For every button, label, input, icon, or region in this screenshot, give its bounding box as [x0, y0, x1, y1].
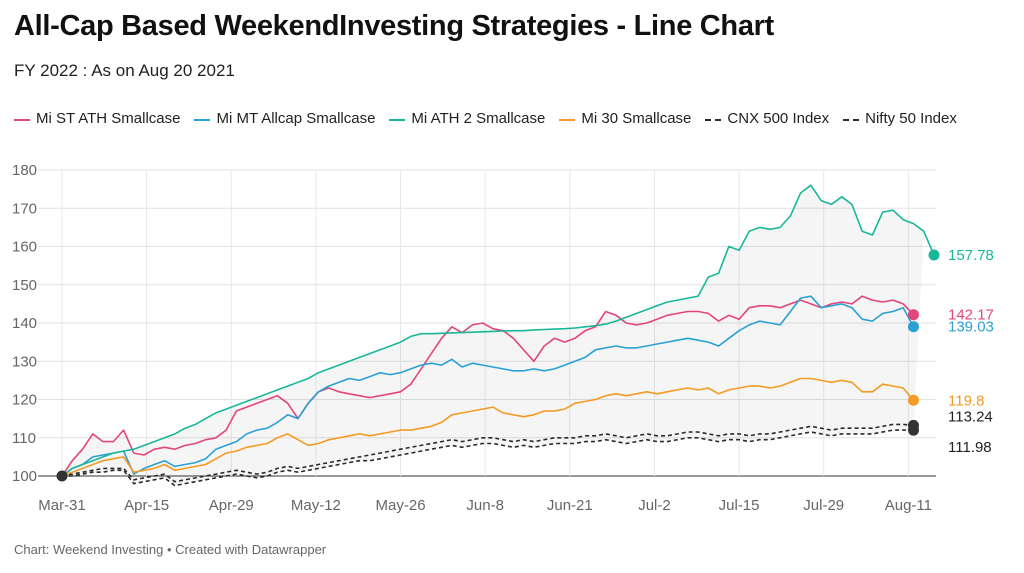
x-tick-label: May-12: [291, 497, 341, 514]
legend-label: CNX 500 Index: [727, 110, 830, 127]
x-tick-label: Aug-11: [885, 497, 932, 514]
series-line: [61, 295, 915, 477]
legend-item: Mi MT Allcap Smallcase: [194, 103, 375, 135]
end-value-label: 113.24: [948, 408, 993, 425]
y-tick-label: 160: [12, 239, 37, 256]
y-tick-label: 120: [12, 392, 37, 409]
legend-swatch: [843, 119, 860, 121]
x-tick-label: Jul-15: [719, 497, 760, 514]
legend-label: Nifty 50 Index: [865, 110, 957, 127]
end-point: [907, 309, 919, 321]
series-line: [62, 429, 914, 487]
legend-item: CNX 500 Index: [705, 103, 829, 135]
start-point: [56, 470, 68, 482]
legend-item: Mi 30 Smallcase: [559, 103, 691, 135]
end-point: [907, 321, 919, 333]
end-point: [928, 249, 940, 261]
x-tick-label: May-26: [376, 497, 426, 514]
y-tick-label: 140: [12, 315, 37, 332]
legend-label: Mi MT Allcap Smallcase: [216, 110, 376, 127]
series-line: [61, 295, 915, 477]
chart-title: All-Cap Based WeekendInvesting Strategie…: [14, 10, 775, 42]
chart-legend: Mi ST ATH Smallcase Mi MT Allcap Smallcas…: [14, 100, 1014, 135]
legend-swatch: [705, 119, 722, 121]
range-shading: [62, 185, 934, 486]
legend-label: Mi ST ATH Smallcase: [36, 110, 181, 127]
y-tick-label: 150: [12, 277, 37, 294]
end-value-label: 142.17: [948, 307, 994, 324]
x-tick-label: Jun-21: [547, 497, 593, 514]
legend-swatch: [559, 119, 576, 121]
x-tick-label: Jun-8: [466, 497, 504, 514]
end-value-label: 111.98: [948, 439, 992, 456]
x-tick-label: Apr-29: [209, 497, 254, 514]
x-tick-label: Jul-29: [803, 497, 844, 514]
chart-subtitle: FY 2022 : As on Aug 20 2021: [14, 61, 235, 80]
legend-swatch: [194, 119, 211, 121]
y-tick-label: 100: [12, 468, 37, 485]
line-chart: 100 110 120 130 140 150 160 170 180 Mar-31 Apr-15 A…: [12, 162, 994, 514]
x-tick-label: Mar-31: [38, 497, 86, 514]
y-tick-label: 180: [12, 162, 37, 179]
chart-credit: Chart: Weekend Investing • Created with …: [14, 542, 327, 557]
end-value-label: 157.78: [948, 247, 994, 264]
x-tick-label: Jul-2: [638, 497, 671, 514]
end-point: [907, 424, 919, 436]
series-line: [61, 184, 935, 477]
end-value-label: 139.03: [948, 319, 994, 336]
legend-item: Mi ATH 2 Smallcase: [389, 103, 545, 135]
legend-label: Mi ATH 2 Smallcase: [411, 110, 546, 127]
end-value-label: 119.8: [948, 392, 984, 409]
end-point: [907, 394, 919, 406]
y-tick-label: 110: [12, 430, 36, 447]
legend-item: Nifty 50 Index: [843, 103, 957, 135]
x-tick-label: Apr-15: [124, 497, 169, 514]
y-tick-label: 130: [12, 353, 37, 370]
series-line: [61, 377, 915, 477]
legend-item: Mi ST ATH Smallcase: [14, 103, 180, 135]
legend-swatch: [14, 119, 30, 121]
legend-label: Mi 30 Smallcase: [581, 110, 692, 127]
legend-swatch: [389, 119, 406, 121]
y-tick-label: 170: [12, 200, 37, 217]
